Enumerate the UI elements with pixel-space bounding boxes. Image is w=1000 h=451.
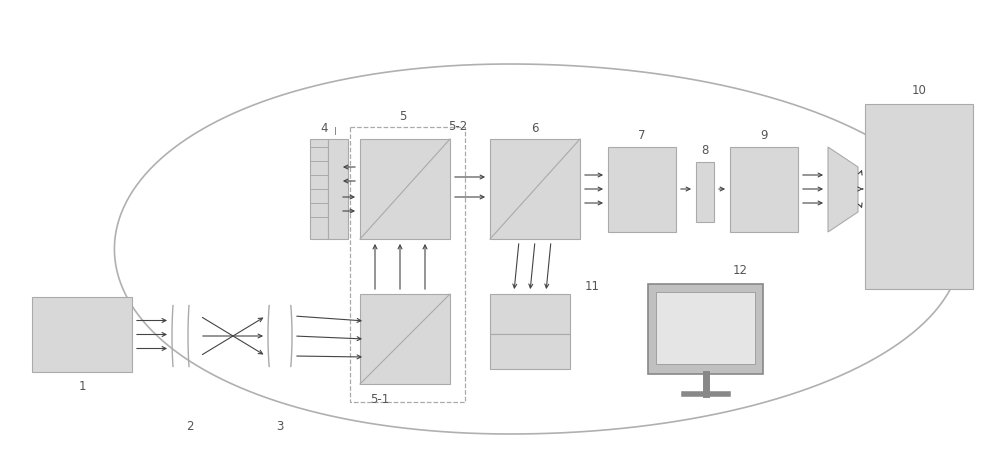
Bar — [696, 163, 714, 222]
Text: 6: 6 — [531, 121, 539, 134]
Text: 7: 7 — [638, 129, 646, 142]
Bar — [608, 147, 676, 232]
Bar — [490, 140, 580, 239]
Bar — [490, 334, 570, 369]
Text: 4: 4 — [320, 121, 328, 134]
Bar — [648, 285, 763, 374]
Bar — [730, 147, 798, 232]
Text: 5-2: 5-2 — [448, 119, 468, 132]
Bar — [865, 105, 973, 290]
Bar — [360, 295, 450, 384]
Text: 2: 2 — [186, 419, 194, 433]
Text: 1: 1 — [78, 380, 86, 393]
Bar — [656, 292, 755, 364]
Bar — [328, 140, 348, 239]
Polygon shape — [828, 147, 858, 232]
Text: 5: 5 — [399, 109, 406, 122]
Text: 12: 12 — [733, 264, 748, 277]
Bar — [490, 295, 570, 334]
Bar — [360, 140, 450, 239]
Text: 10: 10 — [912, 84, 926, 97]
Text: 5-1: 5-1 — [370, 393, 390, 405]
Bar — [32, 297, 132, 372]
Text: 8: 8 — [701, 144, 709, 157]
Bar — [350, 128, 465, 402]
Bar — [310, 140, 328, 239]
Text: 11: 11 — [584, 280, 600, 293]
Text: 9: 9 — [760, 129, 768, 142]
Text: 3: 3 — [276, 419, 284, 433]
